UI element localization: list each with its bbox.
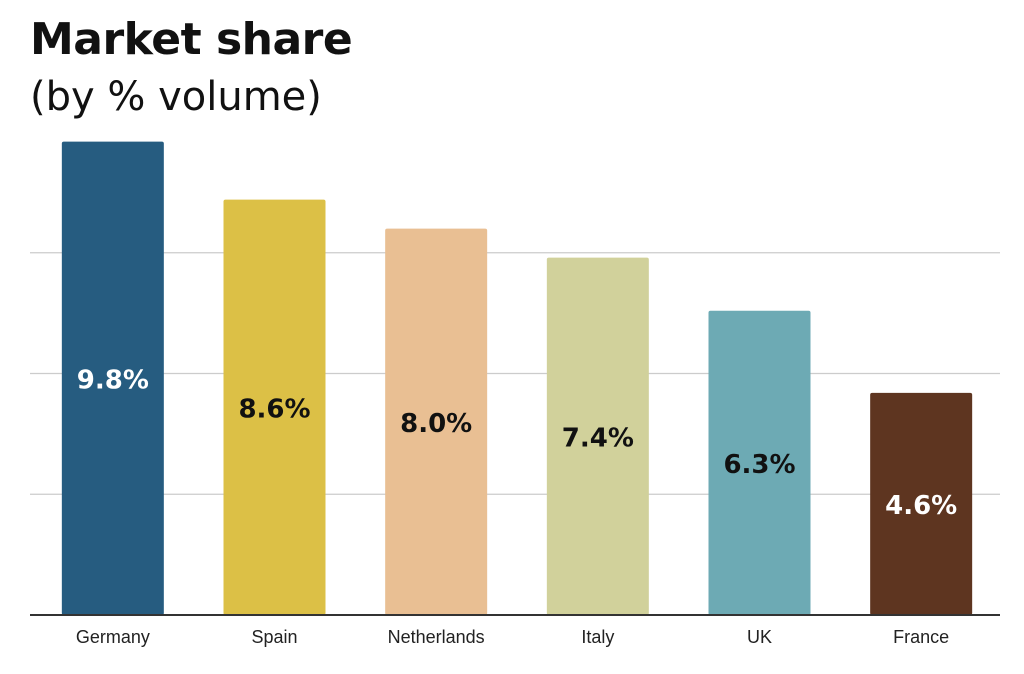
value-label-spain: 8.6% <box>238 394 310 424</box>
value-label-italy: 7.4% <box>562 423 634 453</box>
category-label-france: France <box>893 627 949 647</box>
bar-germany <box>61 141 164 615</box>
value-labels: 9.8% 8.6% 8.0% 7.4% 6.3% 4.6% <box>77 365 957 521</box>
value-label-france: 4.6% <box>885 491 957 521</box>
chart-title: Market share <box>30 14 353 65</box>
gridlines <box>30 252 1000 495</box>
category-labels: Germany Spain Netherlands Italy UK France <box>76 627 949 647</box>
category-label-germany: Germany <box>76 627 150 647</box>
value-label-germany: 9.8% <box>77 365 149 395</box>
category-label-uk: UK <box>747 627 772 647</box>
chart-subtitle: (by % volume) <box>30 74 322 120</box>
bar-uk <box>708 310 811 615</box>
value-label-netherlands: 8.0% <box>400 409 472 439</box>
category-label-netherlands: Netherlands <box>388 627 485 647</box>
value-label-uk: 6.3% <box>723 450 795 480</box>
bars <box>61 141 973 615</box>
category-label-italy: Italy <box>581 627 614 647</box>
bar-italy <box>546 257 649 615</box>
bar-netherlands <box>385 228 488 615</box>
category-label-spain: Spain <box>251 627 297 647</box>
bar-spain <box>223 199 326 615</box>
bar-france <box>870 392 973 615</box>
